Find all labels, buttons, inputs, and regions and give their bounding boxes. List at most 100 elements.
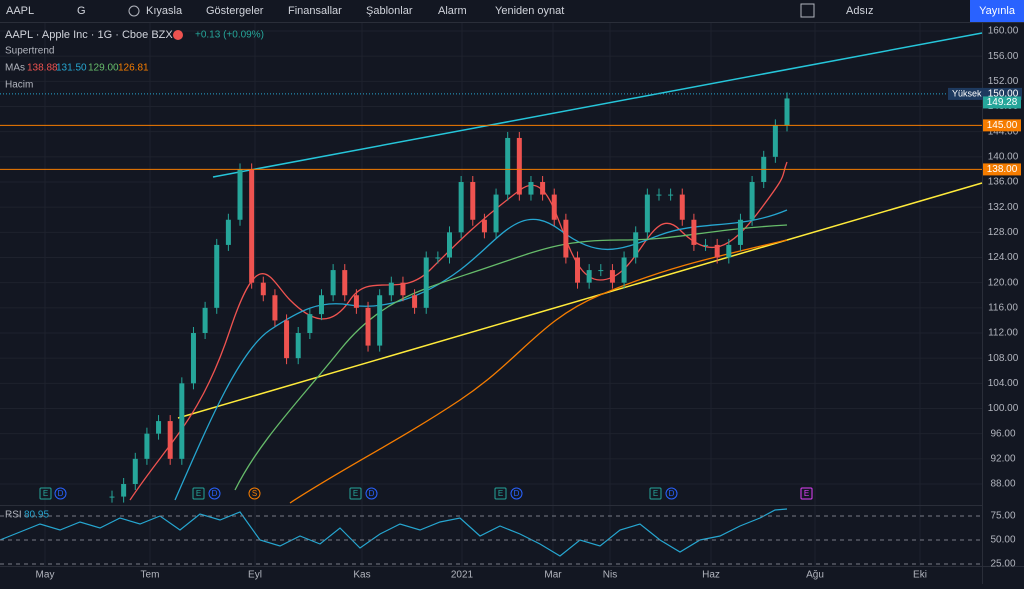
event-marker bbox=[39, 487, 52, 500]
legend-volume: Hacim bbox=[5, 80, 33, 91]
candle-body bbox=[121, 484, 127, 497]
candle-body bbox=[691, 219, 697, 245]
last-tag bbox=[983, 96, 1021, 109]
candle-body bbox=[679, 194, 685, 220]
price-tick-label: 156.00 bbox=[988, 51, 1019, 62]
legend-dot bbox=[173, 30, 183, 40]
publish-label[interactable]: Yayınla bbox=[979, 5, 1016, 17]
layout-icon[interactable] bbox=[800, 3, 815, 18]
candle-body bbox=[318, 295, 324, 315]
candle-body bbox=[284, 320, 290, 359]
time-label: Ağu bbox=[806, 570, 824, 581]
event-letter: S bbox=[252, 489, 257, 498]
candle-body bbox=[528, 182, 534, 195]
candle-body bbox=[505, 137, 511, 195]
level-label: 138.00 bbox=[987, 164, 1018, 175]
legend-symbol: AAPL · Apple Inc · 1G · Cboe BZX bbox=[5, 29, 173, 41]
rsi-tick-label: 25.00 bbox=[990, 559, 1015, 570]
candle-body bbox=[330, 270, 336, 296]
rsi-tick-label: 75.00 bbox=[990, 511, 1015, 522]
candle-body bbox=[749, 182, 755, 220]
legend-change: +0.13 (+0.09%) bbox=[195, 30, 264, 41]
ma-value: 129.00 bbox=[88, 63, 119, 74]
candle-body bbox=[412, 295, 418, 308]
event-marker bbox=[248, 487, 261, 500]
last-label: 149.28 bbox=[987, 97, 1018, 108]
event-letter: D bbox=[369, 489, 375, 498]
time-label: Nis bbox=[603, 570, 617, 581]
time-label: Haz bbox=[702, 570, 720, 581]
high-label: 150.00 bbox=[988, 89, 1019, 100]
candle-body bbox=[703, 244, 709, 246]
indicators[interactable]: Göstergeler bbox=[206, 5, 264, 17]
candle-body bbox=[772, 125, 778, 157]
candle-body bbox=[493, 194, 499, 233]
candle-body bbox=[551, 194, 557, 220]
publish-button[interactable] bbox=[970, 0, 1024, 22]
price-tick-label: 140.00 bbox=[988, 151, 1019, 162]
ma-value: 126.81 bbox=[118, 63, 149, 74]
candle-body bbox=[225, 219, 231, 245]
candle-body bbox=[365, 307, 371, 346]
financials[interactable]: Finansallar bbox=[288, 5, 342, 17]
event-marker bbox=[192, 487, 205, 500]
candle-body bbox=[575, 257, 581, 283]
candle-body bbox=[342, 270, 348, 296]
candle-body bbox=[109, 496, 115, 498]
alert[interactable]: Alarm bbox=[438, 5, 467, 17]
candle-body bbox=[388, 282, 394, 296]
candle-body bbox=[737, 219, 743, 245]
interval[interactable]: G bbox=[77, 5, 86, 17]
time-label: 2021 bbox=[451, 570, 474, 581]
time-label: Tem bbox=[141, 570, 160, 581]
candle-body bbox=[295, 333, 301, 359]
overlay: 160.00156.00152.00148.00144.00140.00136.… bbox=[0, 26, 1022, 581]
candle-body bbox=[714, 244, 720, 258]
trend-line-lower bbox=[177, 182, 983, 419]
candle-body bbox=[586, 270, 592, 283]
event-marker bbox=[365, 487, 378, 500]
candle-body bbox=[167, 421, 173, 459]
event-marker bbox=[494, 487, 507, 500]
event-marker bbox=[349, 487, 362, 500]
candle-body bbox=[260, 282, 266, 296]
event-letter: E bbox=[653, 489, 658, 498]
price-tick-label: 88.00 bbox=[990, 479, 1015, 490]
event-marker bbox=[54, 487, 67, 500]
candle-body bbox=[214, 244, 220, 308]
level-tag bbox=[983, 119, 1021, 132]
event-letter: E bbox=[43, 489, 48, 498]
symbol[interactable]: AAPL bbox=[6, 5, 34, 17]
compare[interactable]: Kıyasla bbox=[146, 5, 183, 17]
level-tag bbox=[983, 163, 1021, 176]
legend-supertrend: Supertrend bbox=[5, 46, 54, 57]
price-tick-label: 132.00 bbox=[988, 202, 1019, 213]
price-tick-label: 160.00 bbox=[988, 26, 1019, 37]
templates[interactable]: Şablonlar bbox=[366, 5, 413, 17]
candle-body bbox=[423, 257, 429, 308]
candle-body bbox=[668, 194, 674, 196]
rsi-tick-label: 50.00 bbox=[990, 535, 1015, 546]
ma-blue bbox=[174, 209, 788, 501]
layout-name[interactable]: Adsız bbox=[846, 5, 874, 17]
event-letter: E bbox=[353, 489, 358, 498]
ma-value: 131.50 bbox=[56, 63, 87, 74]
event-letter: E bbox=[196, 489, 201, 498]
candle-body bbox=[481, 219, 487, 233]
event-letter: D bbox=[212, 489, 218, 498]
ma-green bbox=[234, 224, 788, 491]
price-tick-label: 128.00 bbox=[988, 227, 1019, 238]
event-letter: D bbox=[669, 489, 675, 498]
event-marker bbox=[510, 487, 523, 500]
candle-body bbox=[249, 169, 255, 283]
candle-body bbox=[726, 244, 732, 258]
candle-body bbox=[458, 182, 464, 233]
replay[interactable]: Yeniden oynat bbox=[495, 5, 564, 17]
candle-body bbox=[179, 383, 185, 459]
event-letter: D bbox=[58, 489, 64, 498]
candle-body bbox=[144, 433, 150, 459]
candle-body bbox=[377, 295, 383, 346]
candle-body bbox=[400, 282, 406, 296]
